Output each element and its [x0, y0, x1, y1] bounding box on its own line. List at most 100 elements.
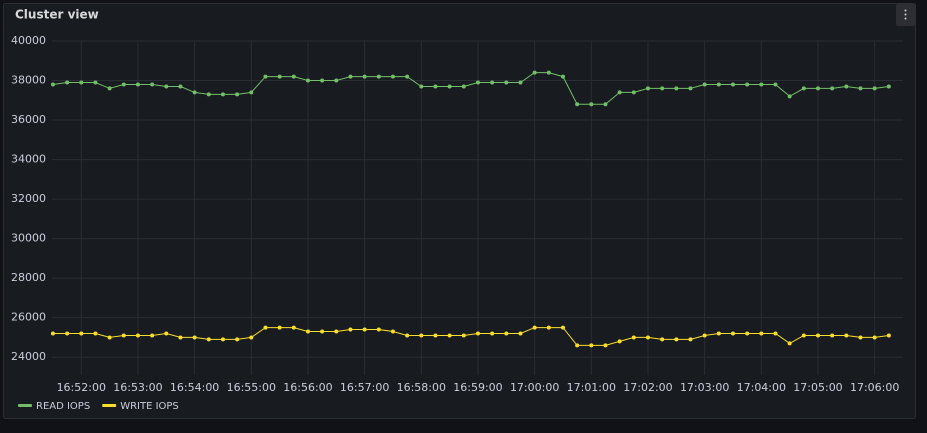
point — [447, 84, 452, 89]
point — [872, 86, 877, 91]
point — [532, 70, 537, 75]
point — [192, 335, 197, 340]
point — [390, 74, 395, 79]
point — [631, 90, 636, 95]
point — [150, 333, 155, 338]
point — [135, 82, 140, 87]
point — [164, 331, 169, 336]
point — [475, 331, 480, 336]
y-tick-label: 40000 — [11, 34, 46, 47]
point — [603, 343, 608, 348]
point — [815, 333, 820, 338]
legend-swatch — [102, 404, 117, 407]
point — [433, 333, 438, 338]
point — [50, 82, 55, 87]
point — [320, 78, 325, 83]
point — [220, 92, 225, 97]
x-tick-label: 16:54:00 — [170, 381, 219, 394]
point — [79, 80, 84, 85]
point — [249, 335, 254, 340]
point — [844, 84, 849, 89]
point — [886, 333, 891, 338]
point — [164, 84, 169, 89]
point — [50, 331, 55, 336]
point — [589, 102, 594, 107]
point — [745, 331, 750, 336]
point — [461, 333, 466, 338]
point — [773, 331, 778, 336]
point — [730, 331, 735, 336]
point — [348, 327, 353, 332]
x-tick-label: 16:55:00 — [227, 381, 276, 394]
point — [830, 333, 835, 338]
point — [206, 337, 211, 342]
y-tick-label: 26000 — [11, 311, 46, 324]
x-tick-label: 16:57:00 — [340, 381, 389, 394]
x-tick-label: 16:58:00 — [397, 381, 446, 394]
point — [660, 337, 665, 342]
panel — [3, 3, 916, 419]
point — [787, 341, 792, 346]
point — [107, 86, 112, 91]
y-tick-label: 34000 — [11, 153, 46, 166]
point — [858, 86, 863, 91]
point — [702, 333, 707, 338]
point — [745, 82, 750, 87]
point — [575, 343, 580, 348]
point — [291, 74, 296, 79]
point — [475, 80, 480, 85]
point — [178, 84, 183, 89]
point — [121, 333, 126, 338]
point — [688, 337, 693, 342]
point — [249, 90, 254, 95]
point — [631, 335, 636, 340]
point — [206, 92, 211, 97]
point — [773, 82, 778, 87]
point — [320, 329, 325, 334]
x-tick-label: 17:01:00 — [567, 381, 616, 394]
menu-dot — [904, 9, 907, 12]
point — [787, 94, 792, 99]
y-tick-label: 30000 — [11, 232, 46, 245]
menu-dot — [904, 17, 907, 20]
x-tick-label: 17:03:00 — [680, 381, 729, 394]
point — [858, 335, 863, 340]
point — [178, 335, 183, 340]
point — [603, 102, 608, 107]
point — [263, 74, 268, 79]
point — [560, 74, 565, 79]
series-line — [52, 72, 889, 105]
x-tick-label: 16:53:00 — [113, 381, 162, 394]
point — [390, 329, 395, 334]
point — [546, 325, 551, 330]
series-line — [52, 327, 889, 346]
point — [405, 333, 410, 338]
point — [79, 331, 84, 336]
point — [560, 325, 565, 330]
point — [348, 74, 353, 79]
point — [674, 337, 679, 342]
point — [419, 333, 424, 338]
point — [135, 333, 140, 338]
point — [235, 92, 240, 97]
point — [263, 325, 268, 330]
point — [334, 329, 339, 334]
point — [376, 327, 381, 332]
point — [589, 343, 594, 348]
point — [844, 333, 849, 338]
x-tick-label: 17:06:00 — [850, 381, 899, 394]
point — [291, 325, 296, 330]
point — [674, 86, 679, 91]
point — [518, 331, 523, 336]
legend-label: READ IOPS — [36, 401, 90, 412]
point — [504, 331, 509, 336]
point — [447, 333, 452, 338]
x-tick-label: 17:00:00 — [510, 381, 559, 394]
point — [716, 82, 721, 87]
x-tick-label: 17:02:00 — [623, 381, 672, 394]
point — [490, 331, 495, 336]
point — [93, 331, 98, 336]
point — [702, 82, 707, 87]
point — [150, 82, 155, 87]
